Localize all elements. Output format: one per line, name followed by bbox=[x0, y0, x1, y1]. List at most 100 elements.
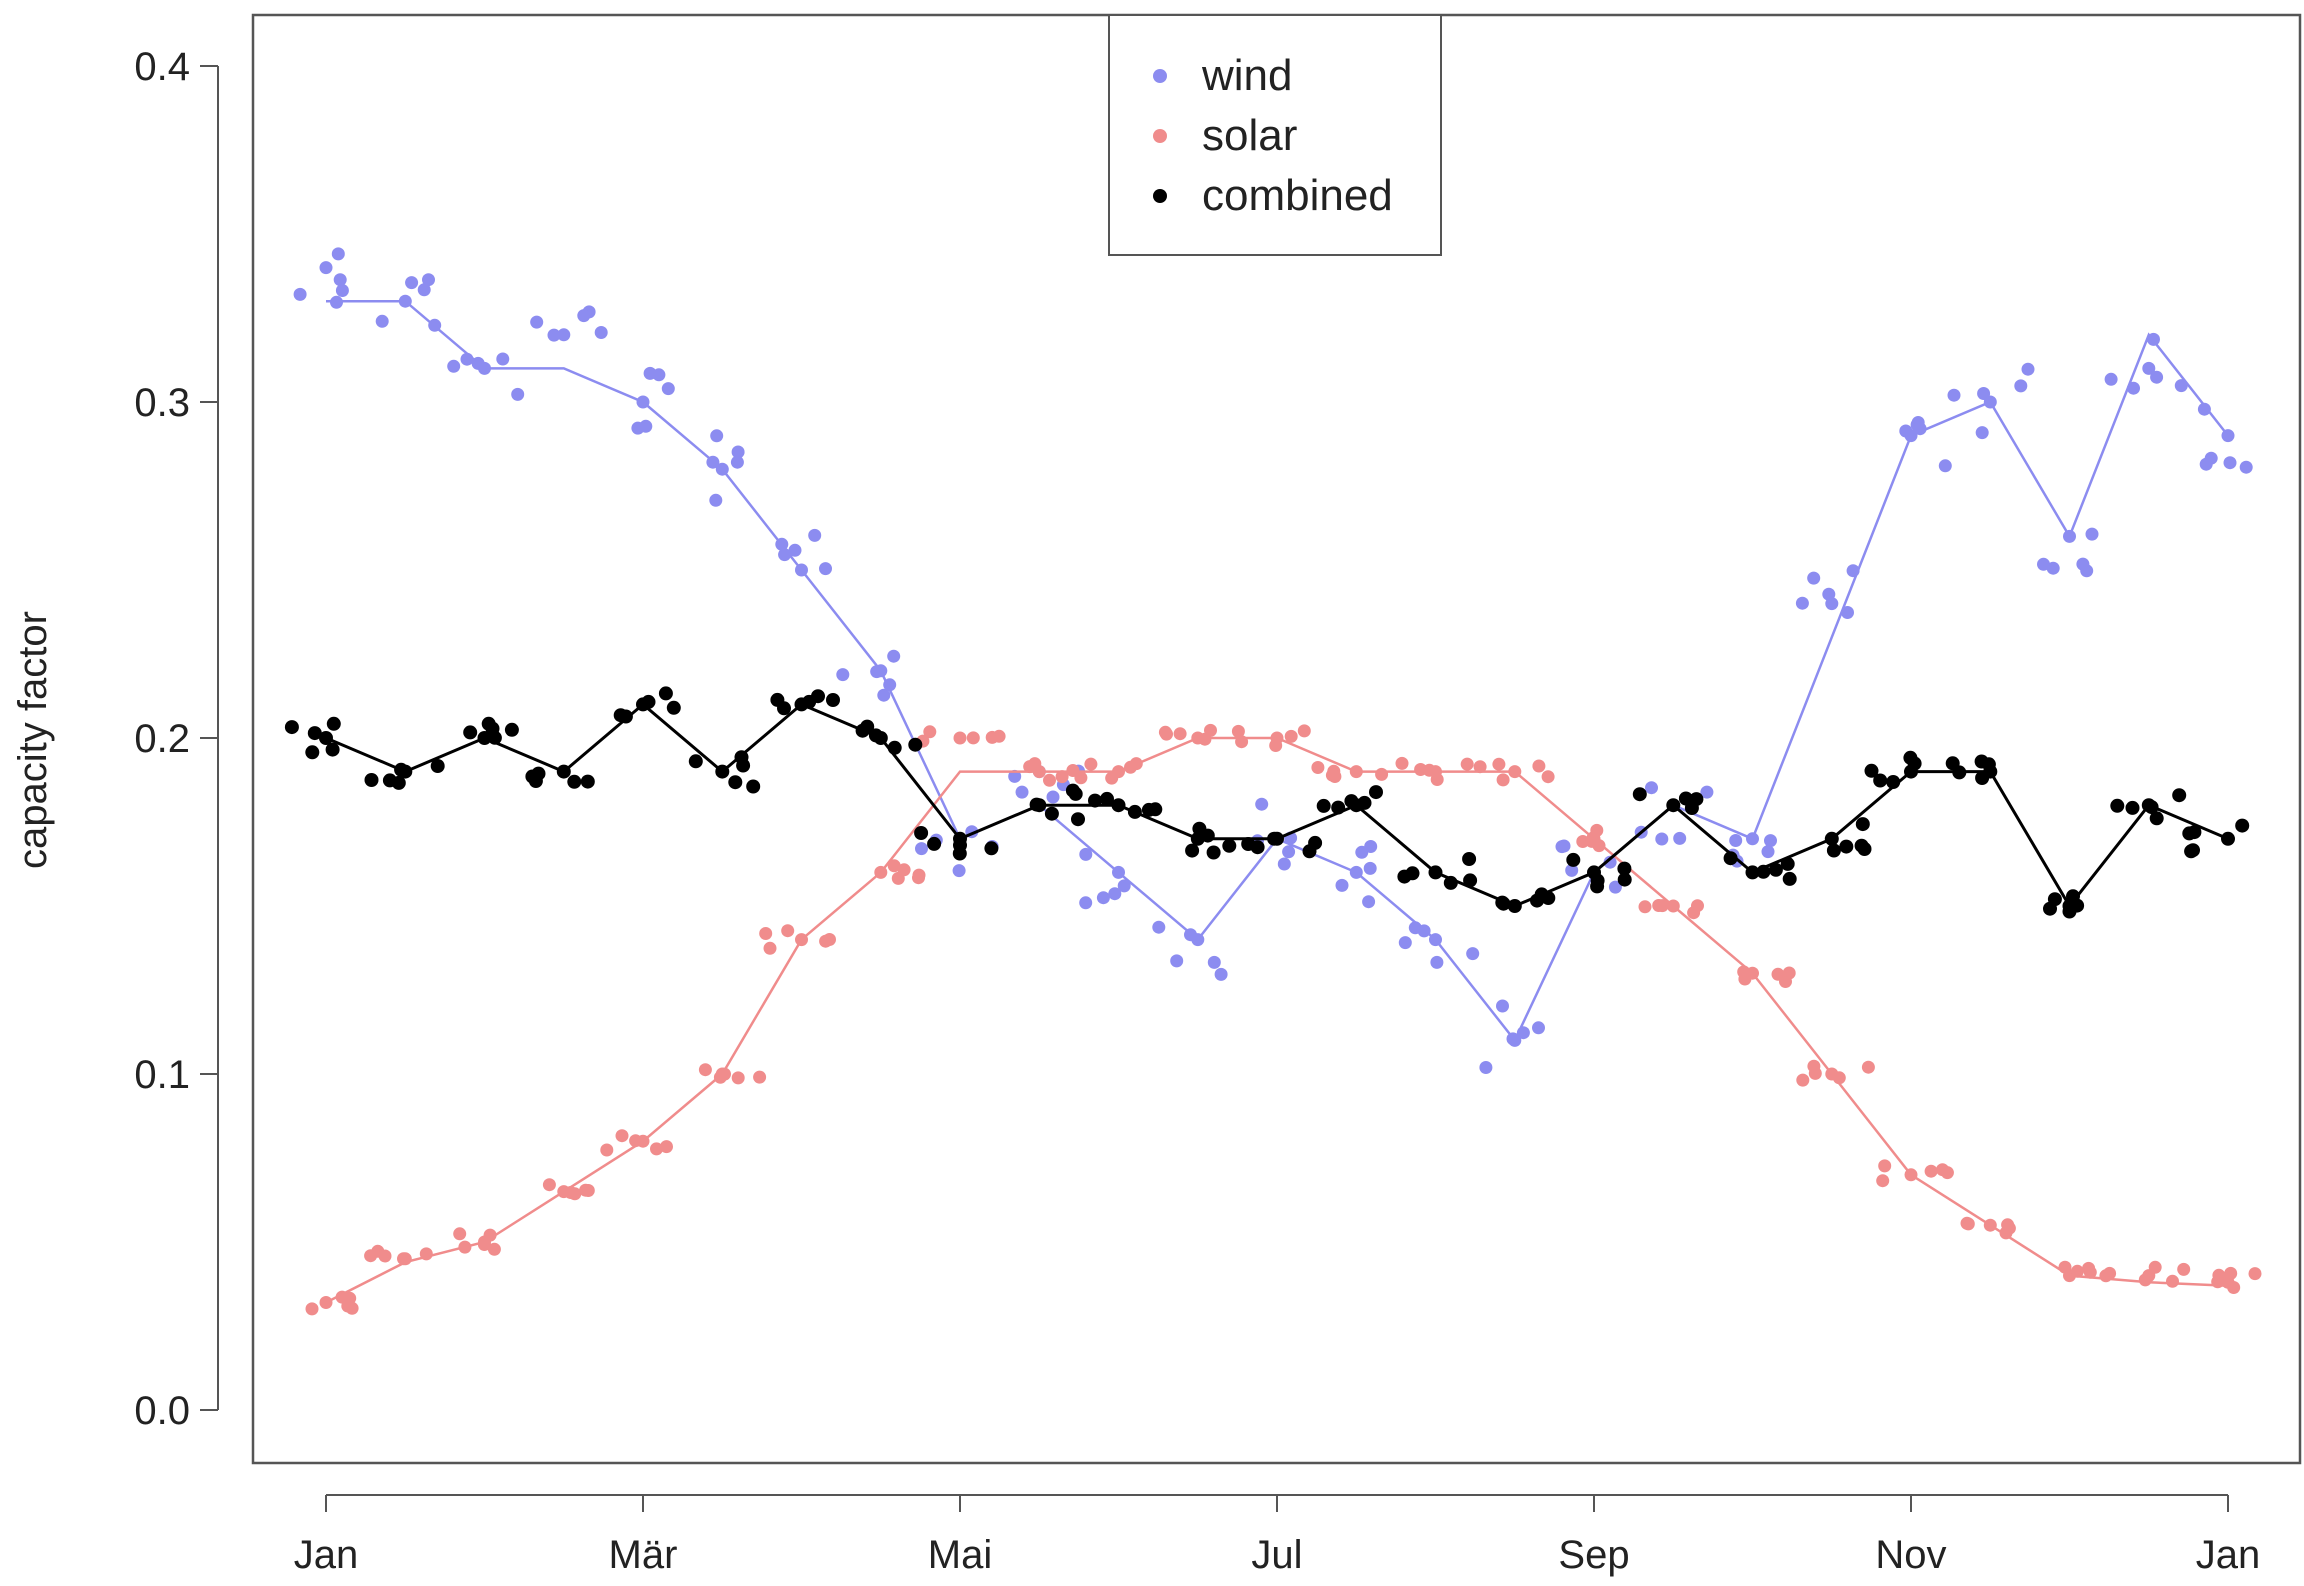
series-wind-point bbox=[1079, 847, 1093, 861]
x-tick-label: Jan bbox=[294, 1533, 359, 1577]
series-wind-point bbox=[1795, 596, 1809, 610]
series-wind-point bbox=[335, 284, 349, 297]
series-wind-point bbox=[639, 419, 653, 433]
series-combined-point bbox=[802, 694, 817, 709]
series-wind-point bbox=[715, 462, 729, 476]
series-wind-point bbox=[405, 276, 419, 290]
series-solar-point bbox=[953, 731, 967, 745]
y-tick-label: 0.2 bbox=[134, 717, 190, 761]
series-combined-point bbox=[525, 769, 540, 784]
series-solar-point bbox=[781, 924, 795, 938]
series-wind-point bbox=[293, 287, 307, 301]
series-wind-point bbox=[417, 283, 431, 297]
x-tick-label: Sep bbox=[1558, 1533, 1629, 1577]
series-combined-point bbox=[1344, 794, 1359, 809]
series-combined-point bbox=[481, 716, 496, 731]
series-wind-point bbox=[1899, 424, 1913, 438]
series-combined-point bbox=[1854, 838, 1869, 853]
series-solar-point bbox=[731, 1071, 745, 1085]
series-solar-point bbox=[2138, 1273, 2152, 1287]
series-combined-point bbox=[1192, 821, 1207, 836]
series-solar-point bbox=[1796, 1073, 1810, 1087]
series-wind-point bbox=[547, 328, 561, 342]
series-combined-point bbox=[305, 745, 320, 760]
series-solar-point bbox=[1055, 770, 1069, 784]
series-wind-point bbox=[1557, 839, 1571, 853]
series-solar-point bbox=[1473, 760, 1487, 774]
series-wind-point bbox=[496, 352, 510, 366]
series-solar-point bbox=[795, 933, 808, 947]
series-combined-point bbox=[1590, 879, 1605, 894]
series-wind-point bbox=[319, 261, 333, 275]
series-solar-point bbox=[912, 868, 926, 882]
series-combined-point bbox=[1907, 756, 1922, 771]
legend-label-wind: wind bbox=[1201, 51, 1293, 100]
series-solar-point bbox=[335, 1290, 349, 1304]
series-wind-point bbox=[643, 366, 657, 380]
series-wind-point bbox=[1761, 845, 1775, 859]
series-solar-point bbox=[887, 859, 901, 873]
series-solar-point bbox=[1960, 1216, 1974, 1230]
series-solar-point bbox=[1375, 767, 1389, 781]
series-solar-point bbox=[1269, 739, 1283, 752]
series-wind-point bbox=[1398, 936, 1412, 950]
x-tick-label: Nov bbox=[1875, 1533, 1946, 1577]
series-combined-point bbox=[618, 709, 633, 724]
series-wind-point bbox=[2221, 429, 2235, 443]
series-solar-point bbox=[1638, 900, 1652, 914]
series-solar-point bbox=[923, 725, 937, 739]
series-wind-point bbox=[819, 562, 832, 576]
series-combined-point bbox=[1745, 865, 1760, 880]
series-solar-point bbox=[345, 1301, 359, 1315]
series-solar-point bbox=[874, 865, 888, 879]
series-wind-point bbox=[808, 528, 822, 542]
series-combined-point bbox=[1541, 891, 1556, 905]
series-combined-point bbox=[868, 728, 883, 743]
series-combined-point bbox=[1316, 798, 1331, 813]
series-combined-point bbox=[908, 737, 923, 752]
series-wind-point bbox=[2076, 557, 2090, 571]
series-wind-point bbox=[1975, 426, 1989, 440]
series-combined-point bbox=[2149, 811, 2164, 826]
series-wind-point bbox=[557, 328, 571, 342]
series-wind-point bbox=[1184, 928, 1197, 942]
series-solar-point bbox=[718, 1067, 731, 1081]
series-combined-point bbox=[326, 716, 341, 731]
series-wind-point bbox=[1096, 891, 1110, 905]
series-wind-point bbox=[1335, 878, 1349, 892]
series-wind-point bbox=[1764, 834, 1777, 848]
series-wind-point bbox=[1516, 1026, 1530, 1040]
series-wind-point bbox=[1046, 790, 1060, 804]
series-combined-point bbox=[952, 846, 967, 861]
series-combined-point bbox=[666, 700, 681, 715]
series-combined-point bbox=[777, 701, 791, 716]
series-solar-point bbox=[564, 1186, 578, 1199]
series-layer bbox=[284, 247, 2262, 1316]
series-wind-point bbox=[1466, 947, 1480, 961]
series-wind-point bbox=[1277, 857, 1291, 871]
series-combined-point bbox=[2047, 892, 2062, 907]
series-solar-point bbox=[1422, 763, 1436, 777]
series-solar-point bbox=[1861, 1060, 1875, 1074]
series-solar-point bbox=[1043, 773, 1056, 787]
series-solar-point bbox=[542, 1178, 556, 1192]
series-wind-point bbox=[1355, 845, 1369, 859]
series-wind-point bbox=[2085, 527, 2099, 541]
series-solar-point bbox=[2103, 1266, 2117, 1280]
series-solar-point bbox=[1541, 770, 1555, 784]
series-solar-point bbox=[1235, 735, 1249, 749]
series-combined-point bbox=[1369, 785, 1383, 800]
series-combined-point bbox=[487, 730, 502, 745]
series-solar-point bbox=[1999, 1226, 2013, 1240]
series-combined-point bbox=[927, 836, 942, 851]
series-combined-point bbox=[1768, 862, 1783, 877]
series-wind-point bbox=[795, 563, 808, 577]
series-wind-point bbox=[1170, 954, 1184, 968]
series-wind-point bbox=[460, 352, 474, 366]
series-solar-point bbox=[819, 934, 833, 948]
series-wind-point bbox=[1496, 999, 1509, 1013]
series-solar-point bbox=[2248, 1267, 2262, 1281]
series-combined-point bbox=[504, 722, 519, 737]
series-wind bbox=[293, 247, 2253, 1074]
series-combined-point bbox=[1068, 786, 1083, 801]
